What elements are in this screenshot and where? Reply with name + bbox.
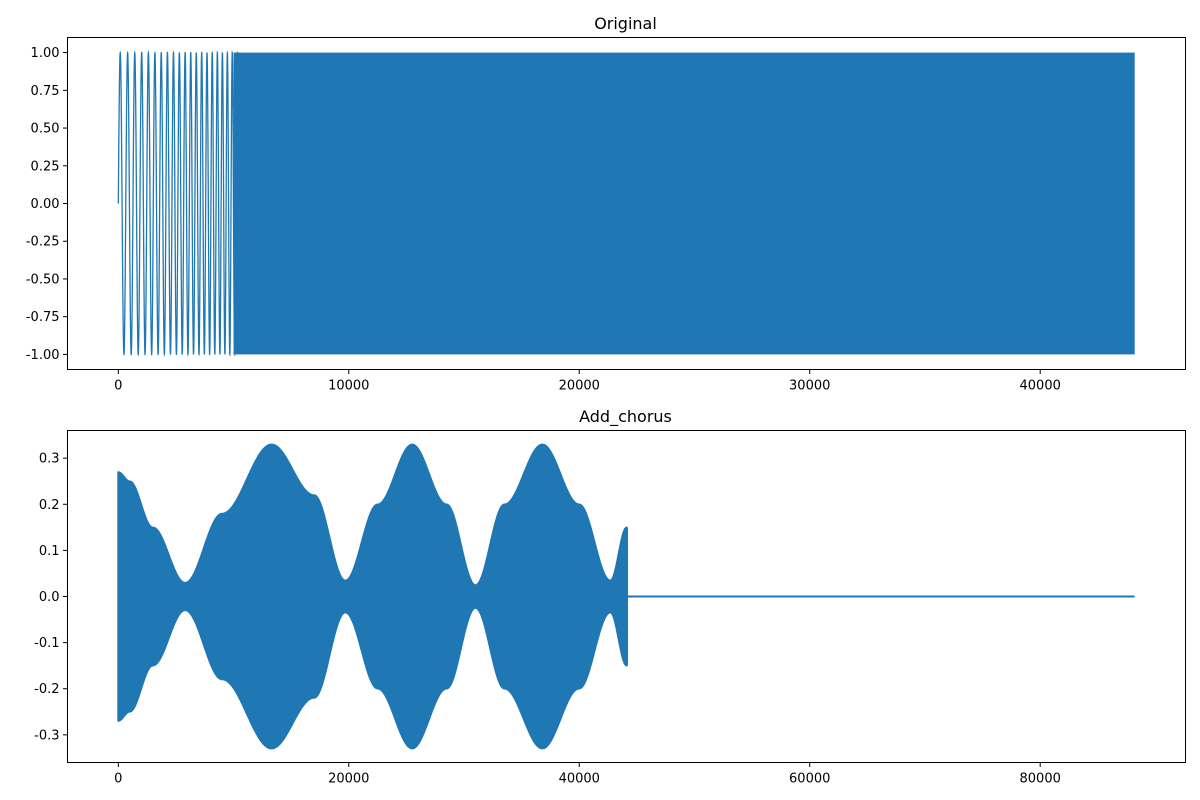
y-tick-label: 0.25 [31, 159, 60, 174]
y-axis: 1.00 0.75 0.50 0.25 0.00 -0.25 -0.50 -0.75 -1.00 [26, 46, 68, 363]
y-tick-label: -0.1 [34, 636, 59, 651]
y-tick-label: 0.00 [31, 197, 60, 212]
y-tick-label: -1.00 [26, 348, 60, 363]
axes-frame [67, 37, 1186, 370]
subplot-add-chorus: Add_chorus 0 20000 40000 60000 80000 0.30.20… [34, 407, 1186, 787]
axes-frame [67, 430, 1186, 763]
y-tick-label: -0.50 [26, 272, 60, 287]
subplot-original: Original 0 10000 20000 30000 40000 1.00 0.75 0… [26, 14, 1186, 394]
y-tick-label: 0.50 [31, 122, 60, 137]
plot-area [117, 443, 1135, 750]
y-tick-label: 0.2 [39, 498, 60, 513]
y-tick-label: -0.2 [34, 682, 59, 697]
x-tick-label: 20000 [559, 379, 600, 394]
y-tick-label: -0.25 [26, 235, 60, 250]
x-tick-label: 40000 [559, 772, 600, 787]
x-tick-label: 80000 [1020, 772, 1061, 787]
y-axis: 0.3 0.2 0.1 0.0 -0.1 -0.2 -0.3 [34, 452, 68, 743]
x-tick-label: 60000 [789, 772, 830, 787]
y-tick-label: 1.00 [31, 46, 60, 61]
x-tick-label: 40000 [1020, 379, 1061, 394]
y-tick-label: -0.3 [34, 728, 59, 743]
y-tick-label: 0.75 [31, 84, 60, 99]
y-tick-label: 0.0 [39, 590, 60, 605]
signal-line [117, 50, 239, 357]
x-tick-label: 20000 [328, 772, 369, 787]
x-tick-label: 0 [114, 772, 122, 787]
y-tick-label: 0.1 [39, 544, 60, 559]
x-tick-label: 30000 [789, 379, 830, 394]
signal-band [233, 52, 1135, 355]
y-tick-label: 0.3 [39, 452, 60, 467]
chart-title: Original [594, 14, 657, 33]
x-axis: 0 10000 20000 30000 40000 [114, 369, 1061, 394]
plot-area [117, 50, 1135, 357]
x-tick-label: 10000 [328, 379, 369, 394]
x-tick-label: 0 [114, 379, 122, 394]
x-axis: 0 20000 40000 60000 80000 [114, 762, 1061, 787]
signal-envelope [117, 443, 628, 750]
chart-title: Add_chorus [579, 407, 672, 427]
y-tick-label: -0.75 [26, 310, 60, 325]
